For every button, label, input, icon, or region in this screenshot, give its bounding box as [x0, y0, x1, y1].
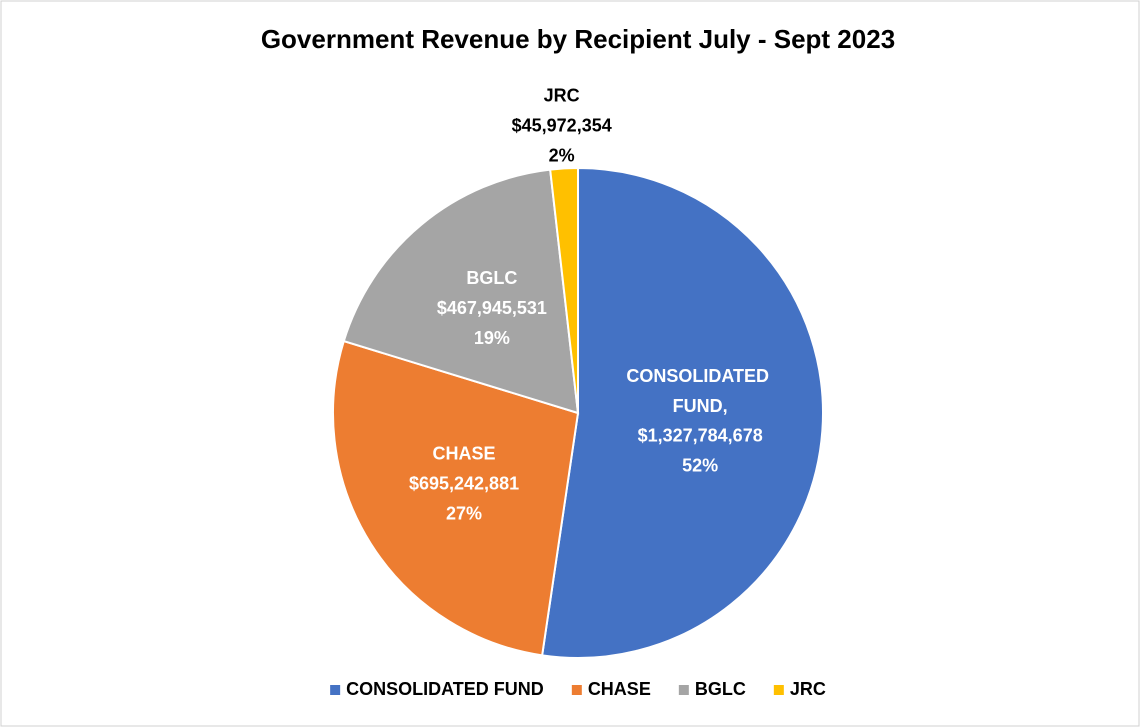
data-label-name: CHASE	[433, 444, 496, 464]
data-label-value: $467,945,531	[437, 298, 547, 318]
data-label-name: BGLC	[466, 268, 517, 288]
data-label-value: $45,972,354	[512, 116, 612, 136]
legend-label: CONSOLIDATED FUND	[346, 679, 544, 699]
chart-title: Government Revenue by Recipient July - S…	[261, 24, 895, 54]
data-label-percent: 27%	[446, 504, 482, 524]
data-label-name: JRC	[544, 86, 580, 106]
pie-slice	[332, 339, 580, 657]
legend-label: BGLC	[695, 679, 746, 699]
data-label-value: $695,242,881	[409, 474, 519, 494]
data-label-percent: 52%	[682, 456, 718, 476]
data-label-value: $1,327,784,678	[638, 426, 763, 446]
data-label-name: CONSOLIDATED FUND,	[626, 366, 774, 416]
legend-label: CHASE	[588, 679, 651, 699]
legend-swatch	[571, 685, 582, 695]
data-label-percent: 19%	[474, 328, 510, 348]
legend-swatch	[330, 685, 341, 695]
data-label-percent: 2%	[549, 146, 575, 166]
pie-slice	[342, 168, 580, 415]
legend-swatch	[678, 685, 689, 695]
legend-swatch	[773, 685, 784, 695]
pie-slice	[541, 166, 824, 659]
pie-slice	[549, 166, 579, 414]
legend-label: JRC	[790, 679, 826, 699]
